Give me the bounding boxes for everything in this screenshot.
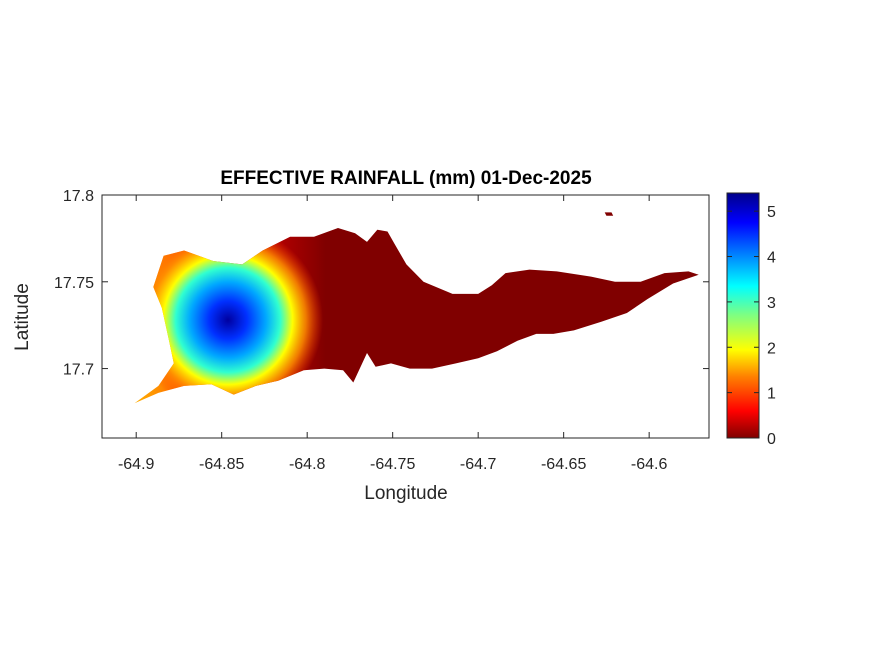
x-axis-label: Longitude xyxy=(364,483,447,504)
colorbar-tick-label: 4 xyxy=(767,250,776,267)
colorbar-tick-label: 1 xyxy=(767,386,776,403)
y-axis-ticks: 17.7 17.75 17.8 xyxy=(54,188,709,379)
x-tick-label: -64.65 xyxy=(541,456,586,473)
x-tick-label: -64.6 xyxy=(631,456,668,473)
map-axes-box xyxy=(101,194,710,439)
y-tick-label: 17.7 xyxy=(63,362,94,379)
colorbar-tick-label: 5 xyxy=(767,204,776,221)
colorbar-tick-label: 2 xyxy=(767,340,776,357)
x-tick-label: -64.8 xyxy=(289,456,326,473)
x-tick-label: -64.75 xyxy=(370,456,415,473)
rainfall-maximum-area xyxy=(134,228,360,404)
y-tick-label: 17.75 xyxy=(54,275,94,292)
rainfall-map xyxy=(134,228,699,404)
y-tick-label: 17.8 xyxy=(63,188,94,205)
x-tick-label: -64.7 xyxy=(460,456,497,473)
y-axis-label: Latitude xyxy=(12,283,33,351)
colorbar-ticks: 0 1 2 3 4 5 xyxy=(727,204,776,448)
x-tick-label: -64.9 xyxy=(118,456,155,473)
colorbar xyxy=(726,192,760,439)
chart-title: EFFECTIVE RAINFALL (mm) 01-Dec-2025 xyxy=(220,168,592,189)
islet xyxy=(604,212,614,216)
islets xyxy=(604,212,614,216)
colorbar-tick-label: 0 xyxy=(767,431,776,448)
x-axis-ticks: -64.9 -64.85 -64.8 -64.75 -64.7 -64.65 -64.6 xyxy=(118,195,668,473)
colorbar-tick-label: 3 xyxy=(767,295,776,312)
x-tick-label: -64.85 xyxy=(199,456,244,473)
